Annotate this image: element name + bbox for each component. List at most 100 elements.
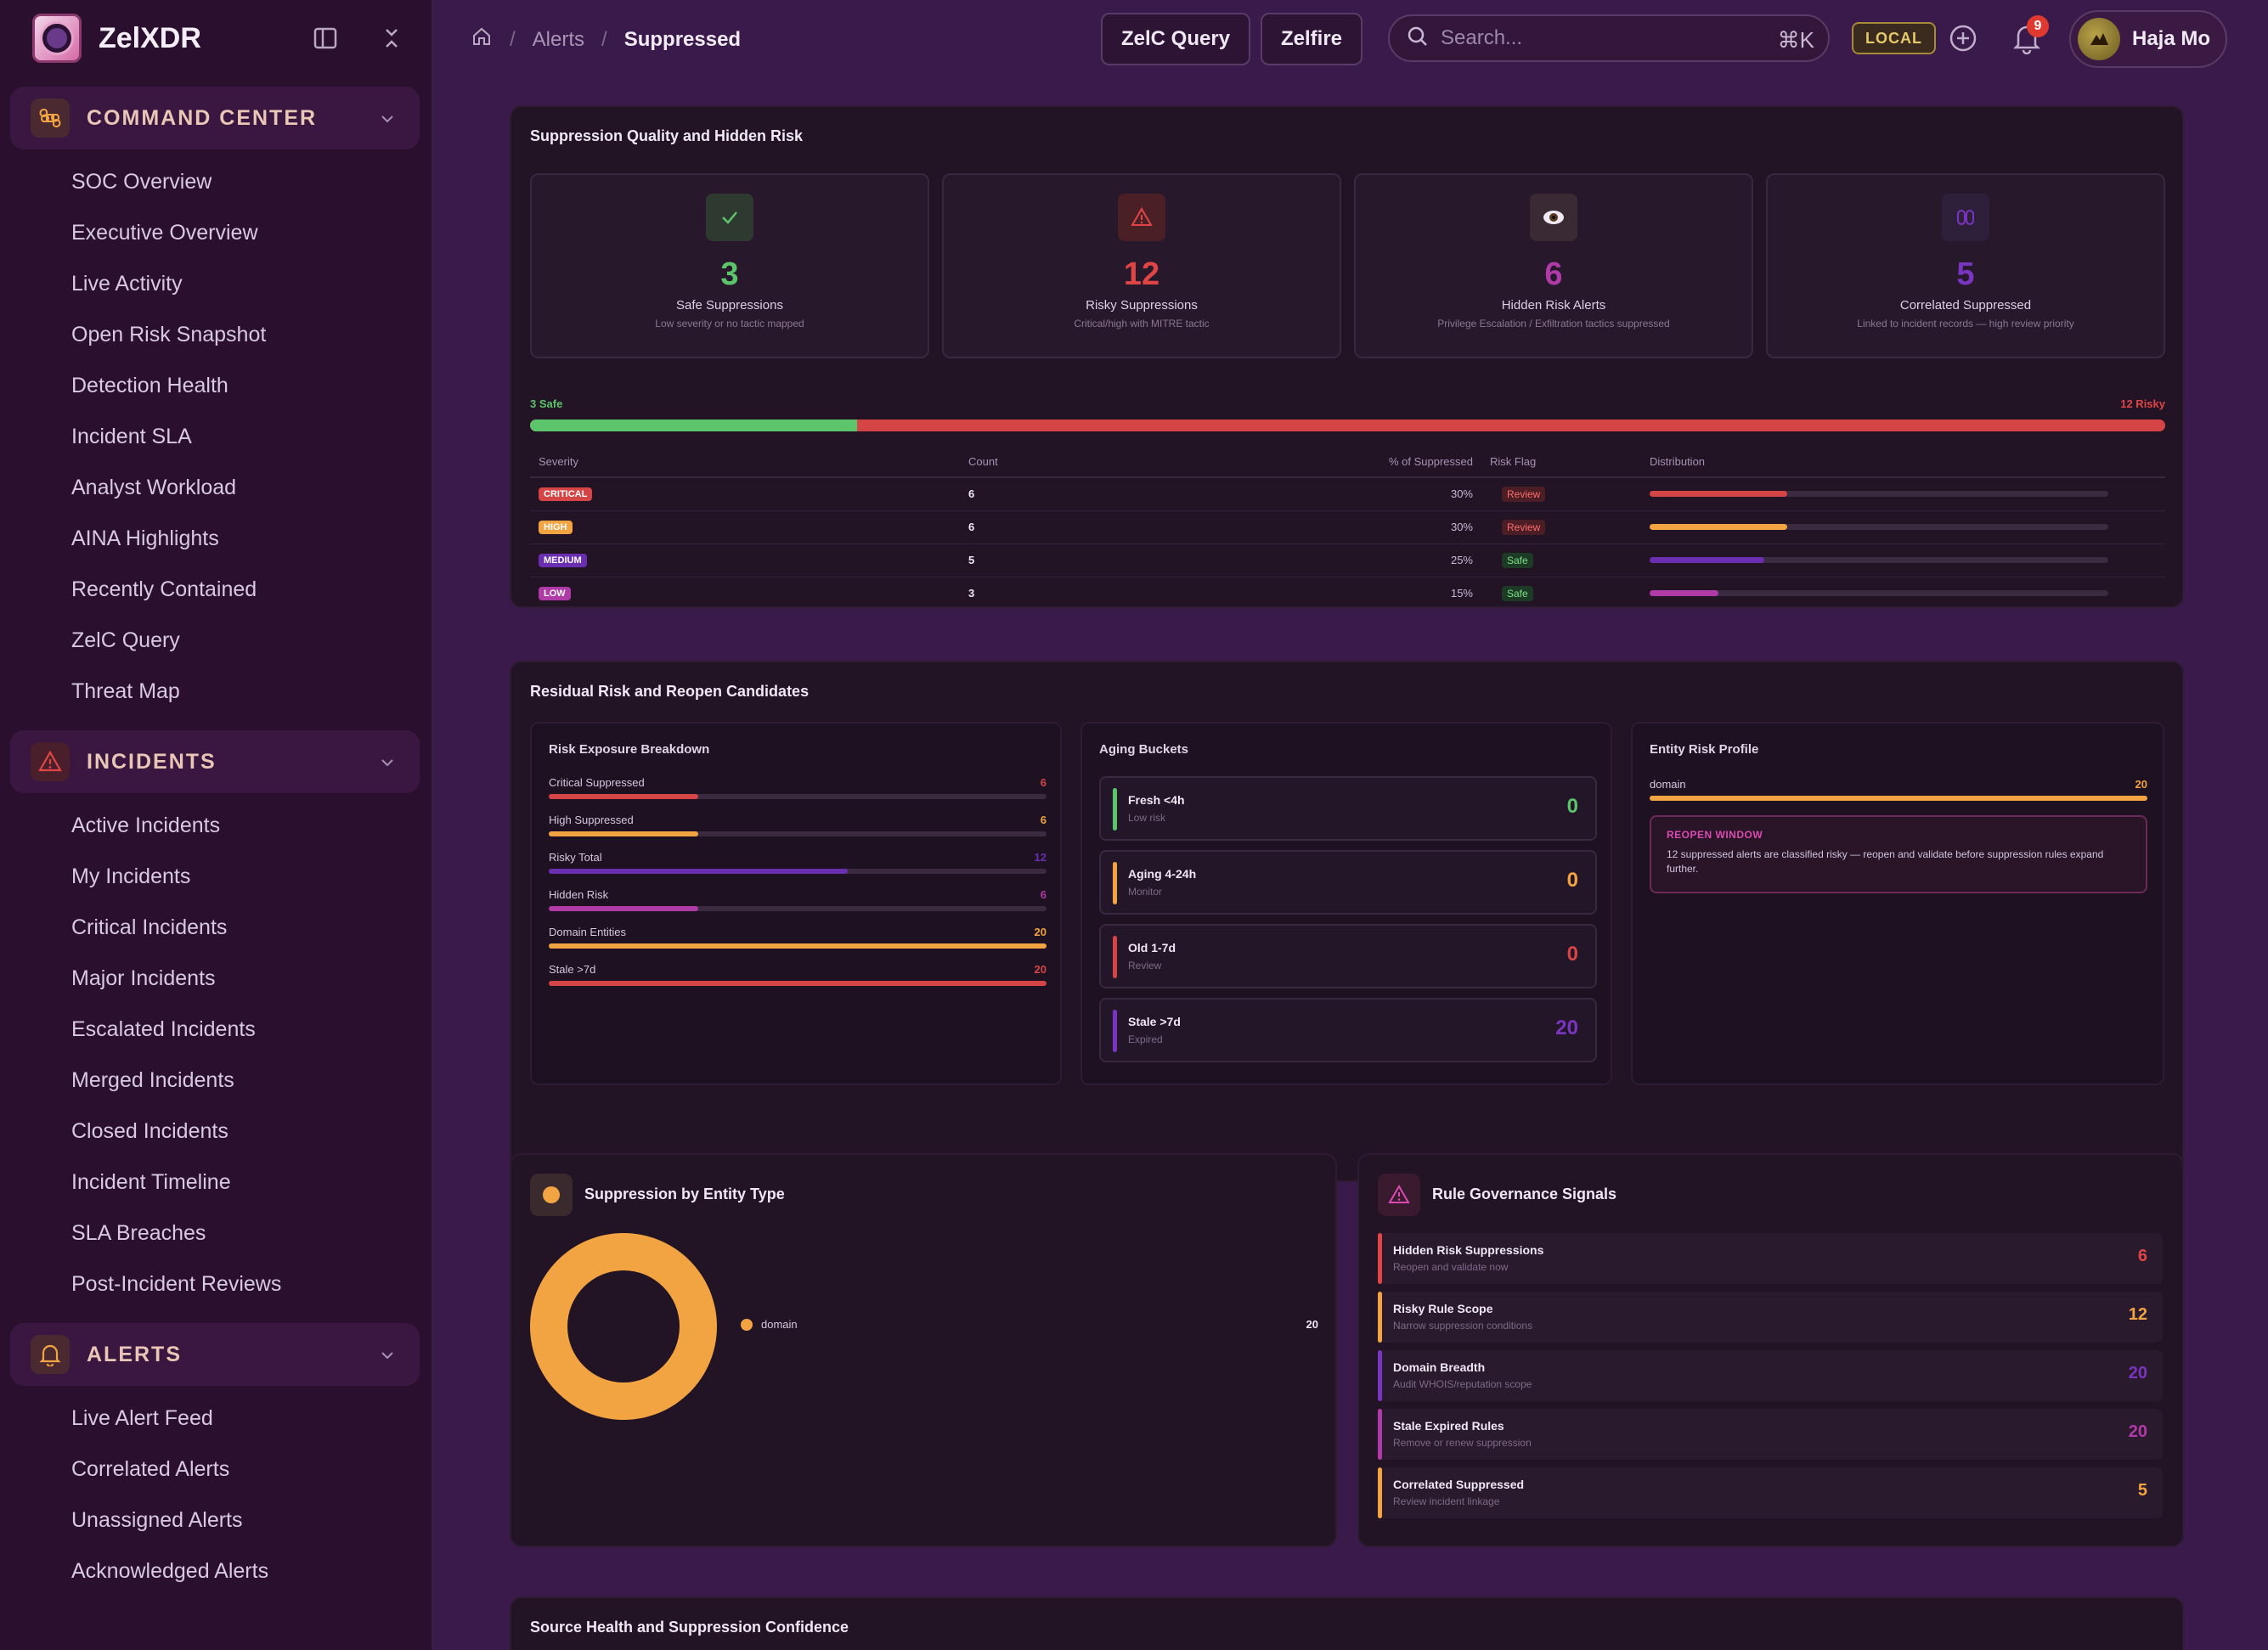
chevron-down-icon[interactable] bbox=[379, 110, 396, 132]
bucket-name: Stale >7d bbox=[1128, 1015, 1181, 1028]
kpi-label: Hidden Risk Alerts bbox=[1501, 298, 1606, 313]
entity-risk-row: domain 20 bbox=[1650, 778, 2147, 801]
exposure-track bbox=[549, 794, 1047, 799]
severity-pill: LOW bbox=[539, 587, 571, 600]
sidebar-item[interactable]: Merged Incidents bbox=[71, 1067, 234, 1092]
exposure-value: 20 bbox=[1034, 963, 1047, 976]
bucket-subtext: Low risk bbox=[1128, 812, 1166, 824]
exposure-label: Stale >7d bbox=[549, 963, 596, 976]
sidebar-item[interactable]: Detection Health bbox=[71, 373, 228, 397]
sidebar-item[interactable]: SOC Overview bbox=[71, 169, 212, 194]
sidebar-item[interactable]: Live Activity bbox=[71, 271, 183, 296]
column-header[interactable]: Distribution bbox=[1641, 447, 2165, 478]
kpi-subtext: Linked to incident records — high review… bbox=[1857, 318, 2074, 329]
aging-bucket[interactable]: Fresh <4h Low risk 0 bbox=[1099, 776, 1597, 841]
section-header-command-center[interactable]: COMMAND CENTER bbox=[10, 87, 420, 149]
sidebar-item[interactable]: Closed Incidents bbox=[71, 1118, 228, 1143]
sidebar-item[interactable]: Acknowledged Alerts bbox=[71, 1558, 269, 1583]
governance-signal-row[interactable]: Hidden Risk Suppressions Reopen and valid… bbox=[1378, 1233, 2163, 1284]
section-header-incidents[interactable]: INCIDENTS bbox=[10, 730, 420, 793]
notification-count: 9 bbox=[2027, 15, 2049, 37]
sidebar-item[interactable]: Critical Incidents bbox=[71, 915, 228, 939]
zelfire-button[interactable]: Zelfire bbox=[1261, 13, 1363, 65]
distribution-cell bbox=[1641, 543, 2165, 577]
distribution-fill bbox=[1650, 590, 1718, 596]
sidebar-item[interactable]: Incident SLA bbox=[71, 424, 192, 448]
logo-icon[interactable] bbox=[32, 14, 82, 63]
kpi-label: Risky Suppressions bbox=[1086, 298, 1198, 313]
legend-swatch bbox=[741, 1318, 753, 1331]
signal-accent bbox=[1378, 1292, 1382, 1343]
sidebar-item[interactable]: Active Incidents bbox=[71, 813, 221, 837]
sidebar-item[interactable]: AINA Highlights bbox=[71, 526, 219, 550]
sidebar-item[interactable]: Open Risk Snapshot bbox=[71, 322, 267, 346]
distribution-track bbox=[1650, 557, 2108, 563]
safe-label: 3 Safe bbox=[530, 397, 563, 410]
bucket-accent bbox=[1113, 862, 1117, 904]
aging-bucket[interactable]: Stale >7d Expired 20 bbox=[1099, 998, 1597, 1062]
bucket-value: 20 bbox=[1555, 1016, 1578, 1039]
sidebar-item[interactable]: Escalated Incidents bbox=[71, 1016, 256, 1041]
signal-subtext: Review incident linkage bbox=[1393, 1495, 1500, 1507]
governance-signal-row[interactable]: Domain Breadth Audit WHOIS/reputation sco… bbox=[1378, 1350, 2163, 1401]
notifications-button[interactable]: 9 bbox=[2011, 15, 2049, 59]
chevron-down-icon[interactable] bbox=[379, 1347, 396, 1368]
governance-signal-row[interactable]: Correlated Suppressed Review incident lin… bbox=[1378, 1467, 2163, 1518]
count-cell: 5 bbox=[960, 543, 1312, 577]
percent-cell: 30% bbox=[1312, 477, 1481, 511]
sidebar-item[interactable]: SLA Breaches bbox=[71, 1220, 206, 1245]
risk-exposure-card: Risk Exposure Breakdown Critical Suppres… bbox=[530, 722, 1062, 1085]
collapse-all-icon[interactable] bbox=[377, 24, 406, 53]
table-row[interactable]: LOW 3 15% Safe bbox=[530, 577, 2165, 611]
exposure-fill bbox=[549, 794, 698, 799]
governance-signal-row[interactable]: Stale Expired Rules Remove or renew suppr… bbox=[1378, 1409, 2163, 1460]
user-menu[interactable]: Haja Mo bbox=[2069, 10, 2227, 68]
column-header[interactable]: Risk Flag bbox=[1481, 447, 1641, 478]
search-input[interactable] bbox=[1441, 26, 1763, 50]
sidebar-item[interactable]: Recently Contained bbox=[71, 577, 257, 601]
column-header[interactable]: % of Suppressed bbox=[1312, 447, 1481, 478]
column-header[interactable]: Severity bbox=[530, 447, 960, 478]
sidebar-item[interactable]: Incident Timeline bbox=[71, 1169, 231, 1194]
aging-bucket[interactable]: Aging 4-24h Monitor 0 bbox=[1099, 850, 1597, 915]
home-icon[interactable] bbox=[471, 25, 493, 53]
table-row[interactable]: MEDIUM 5 25% Safe bbox=[530, 543, 2165, 577]
add-icon[interactable] bbox=[1949, 24, 1977, 57]
zelc-query-button[interactable]: ZelC Query bbox=[1101, 13, 1251, 65]
sidebar-item[interactable]: ZelC Query bbox=[71, 628, 180, 652]
sidebar-item[interactable]: Analyst Workload bbox=[71, 475, 237, 499]
sidebar-item[interactable]: Executive Overview bbox=[71, 220, 258, 245]
kpi-card[interactable]: 3 Safe Suppressions Low severity or no tac… bbox=[530, 173, 929, 358]
sidebar-toggle-icon[interactable] bbox=[311, 24, 340, 53]
search-bar[interactable]: ⌘K bbox=[1388, 14, 1830, 62]
sidebar-item[interactable]: Post-Incident Reviews bbox=[71, 1271, 282, 1296]
kpi-card[interactable]: 12 Risky Suppressions Critical/high with M… bbox=[942, 173, 1341, 358]
exposure-label: Hidden Risk bbox=[549, 888, 609, 901]
sidebar-item[interactable]: Correlated Alerts bbox=[71, 1456, 230, 1481]
sidebar-item[interactable]: Live Alert Feed bbox=[71, 1405, 213, 1430]
kpi-card[interactable]: 6 Hidden Risk Alerts Privilege Escalation … bbox=[1354, 173, 1753, 358]
aging-bucket[interactable]: Old 1-7d Review 0 bbox=[1099, 924, 1597, 988]
table-row[interactable]: HIGH 6 30% Review bbox=[530, 510, 2165, 544]
exposure-row: Risky Total 12 bbox=[549, 851, 1047, 874]
bucket-name: Aging 4-24h bbox=[1128, 867, 1197, 881]
rule-governance-panel: Rule Governance Signals Hidden Risk Supp… bbox=[1357, 1153, 2184, 1547]
exposure-row: Domain Entities 20 bbox=[549, 926, 1047, 949]
breadcrumb-alerts[interactable]: Alerts bbox=[532, 27, 585, 51]
distribution-fill bbox=[1650, 557, 1764, 563]
section-header-alerts[interactable]: ALERTS bbox=[10, 1323, 420, 1386]
count-cell: 6 bbox=[960, 510, 1312, 544]
sidebar-item[interactable]: Major Incidents bbox=[71, 966, 216, 990]
sidebar-item[interactable]: My Incidents bbox=[71, 864, 191, 888]
user-name: Haja Mo bbox=[2132, 27, 2211, 50]
governance-signal-row[interactable]: Risky Rule Scope Narrow suppression condi… bbox=[1378, 1292, 2163, 1343]
legend-item: domain 20 bbox=[741, 1318, 1318, 1331]
chevron-down-icon[interactable] bbox=[379, 754, 396, 775]
sidebar-item[interactable]: Unassigned Alerts bbox=[71, 1507, 243, 1532]
table-row[interactable]: CRITICAL 6 30% Review bbox=[530, 477, 2165, 511]
warning-icon bbox=[31, 742, 70, 781]
sidebar-item[interactable]: Threat Map bbox=[71, 679, 180, 703]
column-header[interactable]: Count bbox=[960, 447, 1312, 478]
kpi-card[interactable]: 5 Correlated Suppressed Linked to incident… bbox=[1766, 173, 2165, 358]
reopen-title: REOPEN WINDOW bbox=[1667, 829, 1763, 841]
